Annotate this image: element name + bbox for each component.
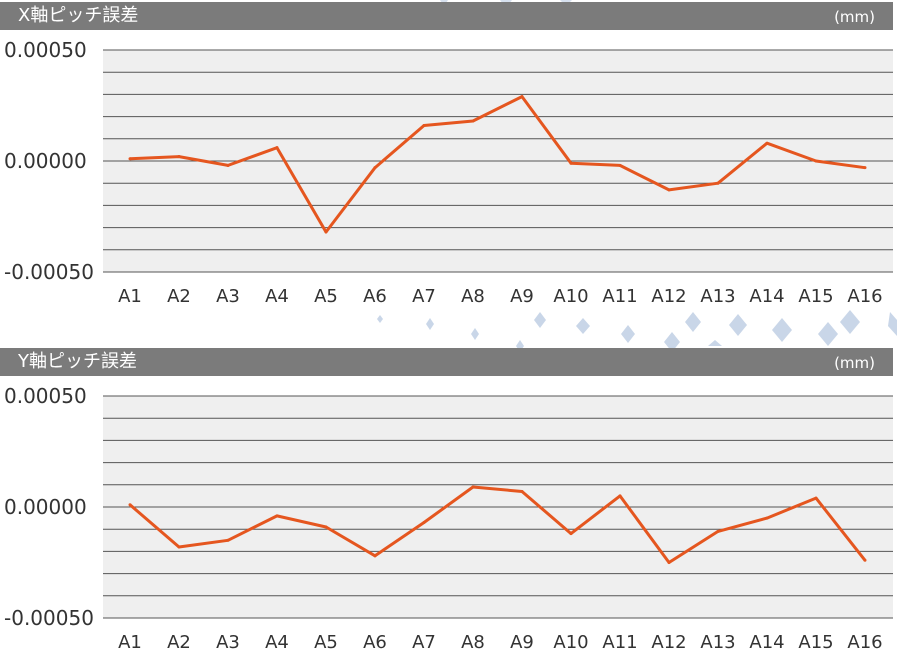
- data-point: [667, 188, 671, 192]
- x-tick-label: A5: [314, 632, 338, 653]
- data-point: [275, 514, 279, 518]
- data-point: [618, 494, 622, 498]
- data-point: [471, 485, 475, 489]
- y-tick-label: -0.00050: [4, 260, 94, 284]
- x-tick-label: A5: [314, 286, 338, 307]
- data-point: [716, 529, 720, 533]
- plot-area: 0.00050 0.00000 -0.00050 A1 A2 A3 A4 A5 A6 A7 A8 A9…: [4, 384, 893, 653]
- y-tick-label: -0.00050: [4, 606, 94, 630]
- x-tick-label: A1: [118, 286, 142, 307]
- x-tick-label: A15: [798, 286, 833, 307]
- x-tick-label: A9: [510, 286, 534, 307]
- chart-unit: (mm): [834, 8, 875, 26]
- data-point: [226, 163, 230, 167]
- data-point: [177, 155, 181, 159]
- x-tick-label: A6: [363, 286, 387, 307]
- data-point: [814, 496, 818, 500]
- data-point: [667, 561, 671, 564]
- data-point: [765, 516, 769, 520]
- data-point: [569, 532, 573, 536]
- data-point: [814, 159, 818, 163]
- x-tick-label: A13: [700, 286, 735, 307]
- y-axis-pitch-error-chart: Y軸ピッチ誤差 (mm) 0.00050 0.00000 -0.00050 A1 A2 A…: [0, 346, 897, 656]
- data-point: [569, 161, 573, 165]
- x-axis-pitch-error-chart: X軸ピッチ誤差 (mm) 0.00050 0.00000 -0.00050 A1 A2 A…: [0, 0, 897, 310]
- y-tick-label: 0.00000: [4, 149, 87, 173]
- x-tick-label: A4: [265, 286, 289, 307]
- data-point: [716, 181, 720, 185]
- plot-area: 0.00050 0.00000 -0.00050 A1 A2 A3 A4 A5 A6 A7 A8 A9…: [4, 38, 893, 307]
- chart-title: X軸ピッチ誤差: [18, 5, 139, 26]
- data-point: [128, 503, 132, 507]
- x-tick-label: A16: [847, 632, 882, 653]
- x-tick-label: A3: [216, 286, 240, 307]
- x-tick-label: A12: [651, 632, 686, 653]
- data-point: [324, 525, 328, 529]
- data-point: [373, 166, 377, 170]
- x-tick-label: A3: [216, 632, 240, 653]
- x-tick-label: A16: [847, 286, 882, 307]
- x-tick-label: A15: [798, 632, 833, 653]
- x-tick-label: A4: [265, 632, 289, 653]
- series-line: [129, 95, 866, 234]
- data-point: [520, 95, 524, 99]
- chart-unit: (mm): [834, 354, 875, 372]
- y-tick-label: 0.00050: [4, 384, 87, 408]
- data-point: [520, 489, 524, 493]
- x-tick-label: A12: [651, 286, 686, 307]
- chart-header-bar: X軸ピッチ誤差 (mm): [0, 2, 893, 30]
- x-tick-label: A13: [700, 632, 735, 653]
- x-tick-label: A11: [602, 286, 637, 307]
- x-tick-label: A1: [118, 632, 142, 653]
- x-tick-label: A14: [749, 632, 784, 653]
- data-point: [177, 545, 181, 549]
- data-point: [471, 119, 475, 123]
- x-tick-label: A14: [749, 286, 784, 307]
- data-point: [373, 554, 377, 558]
- x-tick-label: A10: [553, 286, 588, 307]
- data-point: [422, 123, 426, 127]
- x-tick-label: A11: [602, 632, 637, 653]
- x-tick-label: A9: [510, 632, 534, 653]
- chart-title: Y軸ピッチ誤差: [18, 351, 137, 372]
- data-point: [422, 521, 426, 525]
- data-point: [618, 163, 622, 167]
- series-line: [129, 485, 867, 564]
- x-tick-label: A8: [461, 632, 485, 653]
- data-point: [863, 166, 867, 170]
- x-tick-label: A10: [553, 632, 588, 653]
- data-point: [324, 230, 328, 234]
- data-point: [863, 558, 867, 562]
- x-tick-label: A2: [167, 632, 191, 653]
- data-point: [128, 157, 132, 161]
- x-tick-label: A6: [363, 632, 387, 653]
- data-point: [275, 146, 279, 150]
- y-tick-label: 0.00000: [4, 495, 87, 519]
- x-tick-label: A2: [167, 286, 191, 307]
- x-tick-label: A8: [461, 286, 485, 307]
- data-point: [765, 141, 769, 145]
- data-point: [226, 538, 230, 542]
- x-tick-label: A7: [412, 286, 436, 307]
- chart-header-bar: Y軸ピッチ誤差 (mm): [0, 348, 893, 376]
- x-tick-label: A7: [412, 632, 436, 653]
- y-tick-label: 0.00050: [4, 38, 87, 62]
